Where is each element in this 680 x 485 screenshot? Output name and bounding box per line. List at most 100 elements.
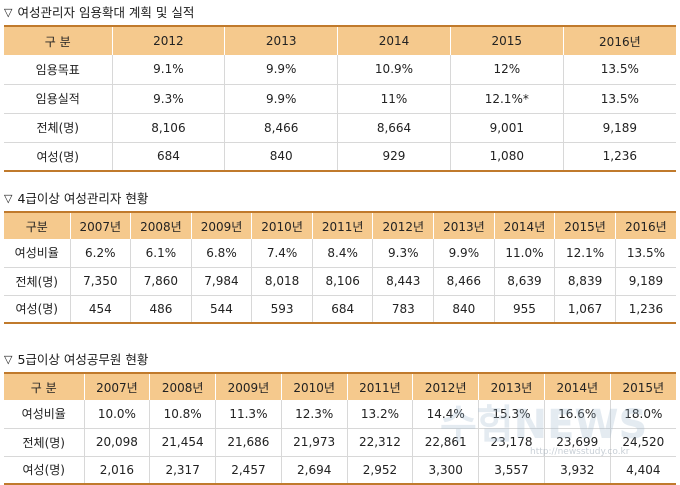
- header-cell-year: 2015년: [554, 212, 616, 239]
- data-cell: 8,664: [337, 113, 451, 143]
- row-label-cell: 임용목표: [4, 55, 112, 85]
- header-cell-year: 2009년: [215, 373, 282, 400]
- table-row: 전체(명) 7,350 7,860 7,984 8,018 8,106 8,443 8,466…: [4, 267, 676, 296]
- data-cell: 20,098: [83, 428, 150, 457]
- row-label-cell: 여성(명): [22, 463, 65, 478]
- triangle-down-icon: ▽: [4, 6, 13, 19]
- data-cell: 3,557: [478, 456, 545, 484]
- table-row: 여성(명) 454 486 544 593 684 783 840 955 1,067 1,236: [4, 295, 676, 323]
- data-cell: 544: [190, 295, 252, 323]
- triangle-down-icon: ▽: [4, 192, 13, 205]
- data-cell: 13.2%: [346, 400, 413, 429]
- data-cell: 21,454: [149, 428, 216, 457]
- header-cell-year: 2014: [337, 26, 451, 55]
- data-cell: 10.9%: [337, 55, 451, 85]
- data-cell: 15.3%: [478, 400, 545, 429]
- header-cell-category: 구분: [25, 219, 48, 234]
- data-cell: 8,839: [554, 267, 616, 296]
- data-cell: 8,018: [251, 267, 313, 296]
- data-cell: 6.2%: [69, 239, 131, 268]
- data-cell: 13.5%: [562, 55, 676, 85]
- data-cell: 454: [69, 295, 131, 323]
- data-cell: 3,932: [543, 456, 611, 484]
- data-cell: 9,001: [449, 113, 564, 143]
- data-cell: 2,952: [346, 456, 413, 484]
- data-cell: 3,300: [412, 456, 479, 484]
- header-cell-year: 2007년: [69, 212, 131, 239]
- header-cell-year: 2010년: [280, 373, 348, 400]
- data-cell: 7.4%: [251, 239, 313, 268]
- data-cell: 22,312: [346, 428, 413, 457]
- header-cell-category: 구 분: [44, 34, 71, 49]
- table-grade4-managers: 구분 2007년 2008년 2009년 2010년 2011년 2012년 2013년 201…: [4, 211, 676, 324]
- data-cell: 2,317: [149, 456, 216, 484]
- row-label-cell: 여성비율: [4, 400, 84, 429]
- table-row: 전체(명) 20,098 21,454 21,686 21,973 22,312 22,86…: [4, 428, 676, 457]
- section-title-grade4-managers: ▽ 4급이상 여성관리자 현황: [4, 189, 148, 209]
- data-cell: 783: [372, 295, 434, 323]
- data-cell: 593: [251, 295, 313, 323]
- data-cell: 12%: [449, 55, 564, 85]
- data-cell: 1,080: [449, 142, 564, 171]
- data-cell: 7,860: [130, 267, 192, 296]
- header-cell-year: 2012년: [412, 373, 479, 400]
- table-row: 임용목표 9.1% 9.9% 10.9% 12% 13.5%: [4, 55, 676, 85]
- header-cell-year: 2015년: [609, 373, 676, 400]
- row-label-cell: 전체(명): [4, 428, 84, 457]
- data-cell: 9,189: [614, 267, 676, 296]
- section-title-text: 여성관리자 임용확대 계획 및 실적: [17, 5, 195, 20]
- data-cell: 22,861: [412, 428, 479, 457]
- data-cell: 7,984: [190, 267, 252, 296]
- row-label-cell: 여성(명): [15, 302, 58, 317]
- data-cell: 6.8%: [190, 239, 252, 268]
- row-label-cell: 전체(명): [4, 267, 70, 296]
- header-cell-year: 2013년: [433, 212, 495, 239]
- header-cell-year: 2012년: [372, 212, 434, 239]
- section-title-text: 4급이상 여성관리자 현황: [17, 191, 149, 206]
- data-cell: 14.4%: [412, 400, 479, 429]
- header-cell-year: 2015: [449, 26, 564, 55]
- data-cell: 9.9%: [224, 55, 338, 85]
- data-cell: 24,520: [609, 428, 676, 457]
- header-cell-year: 2009년: [190, 212, 252, 239]
- data-cell: 11.3%: [215, 400, 282, 429]
- row-label-cell: 여성(명): [36, 149, 79, 164]
- data-cell: 9.3%: [111, 84, 225, 114]
- data-cell: 21,686: [215, 428, 282, 457]
- header-cell-year: 2007년: [83, 373, 150, 400]
- data-cell: 2,694: [280, 456, 348, 484]
- section-title-appointment-plan: ▽ 여성관리자 임용확대 계획 및 실적: [4, 3, 194, 23]
- header-cell-year: 2014년: [493, 212, 555, 239]
- header-cell-year: 2011년: [311, 212, 373, 239]
- data-cell: 1,067: [554, 295, 616, 323]
- data-cell: 840: [433, 295, 495, 323]
- header-cell-year: 2016년: [562, 26, 676, 55]
- data-cell: 11%: [337, 84, 451, 114]
- table-grade5-officials: 구 분 2007년 2008년 2009년 2010년 2011년 2012년 2013년 20…: [4, 372, 676, 485]
- header-cell-year: 2014년: [543, 373, 611, 400]
- data-cell: 10.0%: [83, 400, 150, 429]
- data-cell: 9.3%: [372, 239, 434, 268]
- header-cell-year: 2011년: [346, 373, 413, 400]
- header-cell-category: 구 분: [30, 380, 57, 395]
- data-cell: 8,466: [433, 267, 495, 296]
- table-row: 임용실적 9.3% 9.9% 11% 12.1%* 13.5%: [4, 84, 676, 114]
- data-cell: 8,106: [111, 113, 225, 143]
- data-cell: 8.4%: [311, 239, 373, 268]
- section-title-grade5-officials: ▽ 5급이상 여성공무원 현황: [4, 350, 148, 370]
- table-row: 여성(명) 2,016 2,317 2,457 2,694 2,952 3,300 3,557…: [4, 456, 676, 484]
- table-row: 여성비율 6.2% 6.1% 6.8% 7.4% 8.4% 9.3% 9.9% 11.0% 12.…: [4, 239, 676, 268]
- data-cell: 9.1%: [111, 55, 225, 85]
- data-cell: 7,350: [69, 267, 131, 296]
- data-cell: 840: [224, 142, 338, 171]
- data-cell: 12.1%*: [449, 84, 564, 114]
- data-cell: 8,466: [224, 113, 338, 143]
- header-cell-year: 2008년: [130, 212, 192, 239]
- triangle-down-icon: ▽: [4, 353, 13, 366]
- data-cell: 13.5%: [562, 84, 676, 114]
- data-cell: 23,178: [478, 428, 545, 457]
- data-cell: 1,236: [562, 142, 676, 171]
- data-cell: 8,639: [493, 267, 555, 296]
- table-row: 여성(명) 684 840 929 1,080 1,236: [4, 142, 676, 171]
- data-cell: 23,699: [543, 428, 611, 457]
